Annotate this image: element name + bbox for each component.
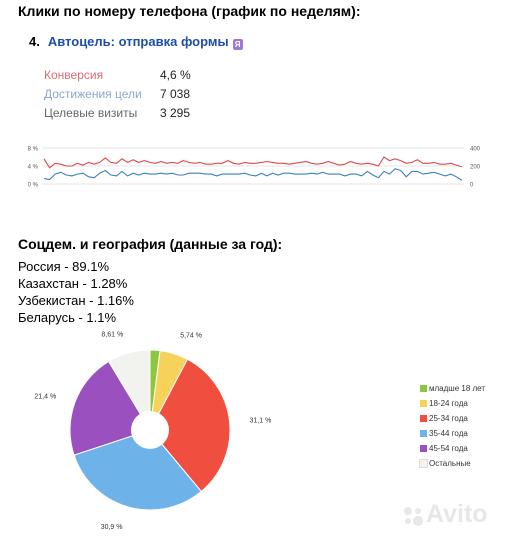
goal-number: 4. [29, 34, 40, 49]
pie-slice [69, 360, 151, 456]
geo-item: Казахстан - 1.28% [18, 276, 128, 291]
geo-heading: Соцдем. и география (данные за год): [18, 236, 283, 252]
pie-slice [73, 429, 202, 511]
legend-swatch [419, 459, 428, 468]
right-tick-label: 0 [470, 183, 474, 189]
right-tick-label: 400 [470, 147, 481, 153]
left-tick-label: 8 % [28, 147, 39, 153]
geo-item: Россия - 89.1% [18, 259, 110, 274]
geo-item: Беларусь - 1.1% [18, 310, 117, 325]
pie-data-label: 8,61 % [101, 332, 123, 339]
watermark-text: Avito [426, 500, 488, 528]
series-line [43, 156, 463, 169]
right-tick-label: 200 [470, 165, 481, 171]
geo-item: Узбекистан - 1.16% [18, 293, 134, 308]
pie-data-label: 5,74 % [180, 333, 202, 340]
left-tick-label: 4 % [28, 165, 39, 171]
legend-label: Остальные [429, 459, 471, 468]
age-pie-chart: 5,74 % 31,1 % 30,9 % 21,4 % 8,61 % [34, 332, 272, 532]
pie-slice [149, 358, 231, 493]
legend-label: 18-24 года [429, 399, 468, 408]
stat-label: Конверсия [44, 68, 104, 82]
stat-target-visits: Целевые визиты 3 295 [44, 106, 244, 122]
weekly-chart-heading: Клики по номеру телефона (график по неде… [18, 3, 361, 19]
legend-swatch [420, 430, 427, 437]
stat-label: Достижения цели [44, 87, 142, 101]
stat-value: 3 295 [160, 106, 191, 120]
avito-watermark: Avito [402, 500, 502, 530]
avito-logo-icon [404, 507, 423, 526]
weekly-line-chart: 8 % 4 % 0 % 400 200 0 [28, 147, 481, 189]
goal-title[interactable]: 4. Автоцель: отправка формы Я [29, 34, 243, 50]
series-line [43, 168, 463, 181]
pie-center-hole [131, 411, 169, 449]
pie-data-label: 30,9 % [101, 524, 123, 531]
legend-label: 35-44 года [429, 429, 468, 438]
stat-label: Целевые визиты [44, 106, 138, 120]
pie-slice [108, 349, 151, 432]
legend-label: младше 18 лет [429, 384, 486, 393]
stat-goal-reaches: Достижения цели 7 038 [44, 87, 244, 103]
geo-list: Россия - 89.1% Казахстан - 1.28% Узбекис… [18, 258, 134, 326]
legend-label: 25-34 года [429, 414, 468, 423]
legend-swatch [420, 445, 427, 452]
stat-value: 7 038 [160, 87, 191, 101]
legend-swatch [420, 400, 427, 407]
stat-value: 4,6 % [160, 68, 191, 82]
legend-label: 45-54 года [429, 444, 468, 453]
goal-badge-icon: Я [232, 39, 243, 50]
legend-swatch [420, 415, 427, 422]
pie-data-label: 21,4 % [34, 393, 56, 400]
goal-name[interactable]: Автоцель: отправка формы [47, 34, 229, 49]
legend-swatch [420, 385, 427, 392]
left-tick-label: 0 % [28, 183, 39, 189]
stat-conversion: Конверсия 4,6 % [44, 68, 244, 84]
pie-data-label: 31,1 % [250, 418, 272, 425]
